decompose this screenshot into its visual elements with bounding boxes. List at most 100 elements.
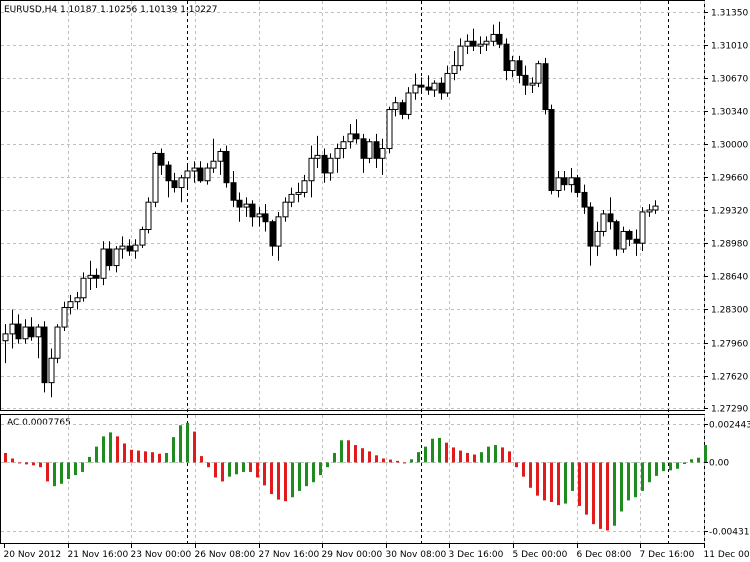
ac-bar <box>466 452 469 463</box>
ac-bar <box>256 462 259 478</box>
ac-bar <box>11 458 14 463</box>
ac-bar <box>494 445 497 463</box>
candle-body-bull <box>509 60 516 72</box>
ac-bar <box>473 454 476 463</box>
candle-body-bear <box>425 86 432 91</box>
candle-body-bear <box>223 150 230 184</box>
ac-bar <box>186 422 189 463</box>
ac-bar <box>284 462 287 502</box>
ac-bar <box>438 437 441 463</box>
ac-bar <box>200 456 203 463</box>
price-tick-label: 1.27290 <box>711 405 748 415</box>
indicator-tick-label: -0.004318 <box>709 528 750 538</box>
ac-bar <box>403 462 406 464</box>
candle-body-bear <box>28 326 35 338</box>
candle-body-bull <box>308 157 315 182</box>
candle-body-bear <box>574 177 581 193</box>
ac-bar <box>515 462 518 468</box>
candle-body-bull <box>555 177 562 191</box>
time-tick-label: 26 Nov 08:00 <box>195 550 256 560</box>
price-tick-label: 1.30340 <box>711 108 748 118</box>
price-tick-label: 1.30000 <box>711 141 748 151</box>
indicator-tick-label: 0.002443 <box>709 421 750 431</box>
candle-body-bull <box>54 326 61 359</box>
time-tick-label: 30 Nov 08:00 <box>386 550 447 560</box>
ac-bar <box>396 460 399 463</box>
ac-bar <box>277 462 280 500</box>
candle-body-bull <box>386 109 393 150</box>
ac-bar <box>599 462 602 529</box>
ac-bar <box>18 462 21 464</box>
ac-bar <box>368 451 371 463</box>
time-tick-label: 7 Dec 16:00 <box>640 550 695 560</box>
ac-bar <box>242 462 245 472</box>
ac-bar <box>683 462 686 465</box>
ac-histogram <box>4 422 707 531</box>
candle-body-bear <box>158 152 165 166</box>
indicator-axis: 0.002443 0.00 -0.004318 <box>704 421 750 538</box>
time-tick-label: 11 Dec 00:00 <box>704 550 750 560</box>
candle-body-bull <box>119 245 126 250</box>
ac-bar <box>333 452 336 463</box>
candle-body-bull <box>347 133 354 143</box>
ac-bar <box>662 462 665 472</box>
ac-bar <box>641 462 644 491</box>
time-tick-label: 20 Nov 2012 <box>4 550 62 560</box>
candle-body-bull <box>48 357 55 384</box>
ac-bar <box>221 462 224 482</box>
ac-bar <box>655 462 658 476</box>
ac-bar <box>291 462 294 498</box>
ac-bar <box>501 447 504 463</box>
ac-bar <box>592 462 595 525</box>
ac-bar <box>410 459 413 463</box>
candle-body-bull <box>87 274 94 279</box>
candle-body-bull <box>535 63 542 84</box>
ac-bar <box>25 462 28 465</box>
price-tick-label: 1.28300 <box>711 306 748 316</box>
ac-bar <box>95 446 98 463</box>
ac-bar <box>137 450 140 463</box>
price-tick-label: 1.27960 <box>711 340 748 350</box>
ac-bar <box>88 456 91 463</box>
ac-bar <box>144 451 147 463</box>
ac-bar <box>459 450 462 463</box>
ac-bar <box>704 445 707 463</box>
candle-body-bear <box>15 323 22 340</box>
ac-bar <box>53 462 56 487</box>
ac-bar <box>620 462 623 512</box>
candle-body-bull <box>483 40 490 45</box>
ac-bar <box>326 462 329 468</box>
candle-body-bull <box>392 102 399 111</box>
candle-body-bull <box>620 230 627 250</box>
candle-body-bull <box>451 65 458 74</box>
candle-body-bull <box>132 244 139 252</box>
ac-bar <box>172 437 175 463</box>
candle-body-bull <box>145 201 152 231</box>
candle-body-bull <box>217 150 224 162</box>
candle-body-bull <box>646 209 653 213</box>
candle-body-bear <box>41 326 48 384</box>
ac-bar <box>207 462 210 468</box>
candle-body-bull <box>22 326 29 340</box>
candle-body-bear <box>106 248 113 267</box>
ac-bar <box>319 462 322 476</box>
candle-body-bull <box>301 180 308 193</box>
ac-bar <box>690 459 693 463</box>
ac-bar <box>578 462 581 506</box>
candle-body-bear <box>503 43 510 72</box>
ac-bar <box>270 462 273 495</box>
ac-bar <box>613 462 616 526</box>
ac-bar <box>32 462 35 466</box>
ac-bar <box>81 462 84 472</box>
candle-body-bull <box>600 213 607 232</box>
candle-body-bull <box>67 301 74 309</box>
ac-bar <box>102 436 105 463</box>
ac-bar <box>347 440 350 463</box>
candle-body-bull <box>444 72 451 94</box>
ac-bar <box>123 443 126 463</box>
ac-bar <box>130 449 133 463</box>
candle-body-bear <box>542 63 549 111</box>
ac-bar <box>249 462 252 472</box>
